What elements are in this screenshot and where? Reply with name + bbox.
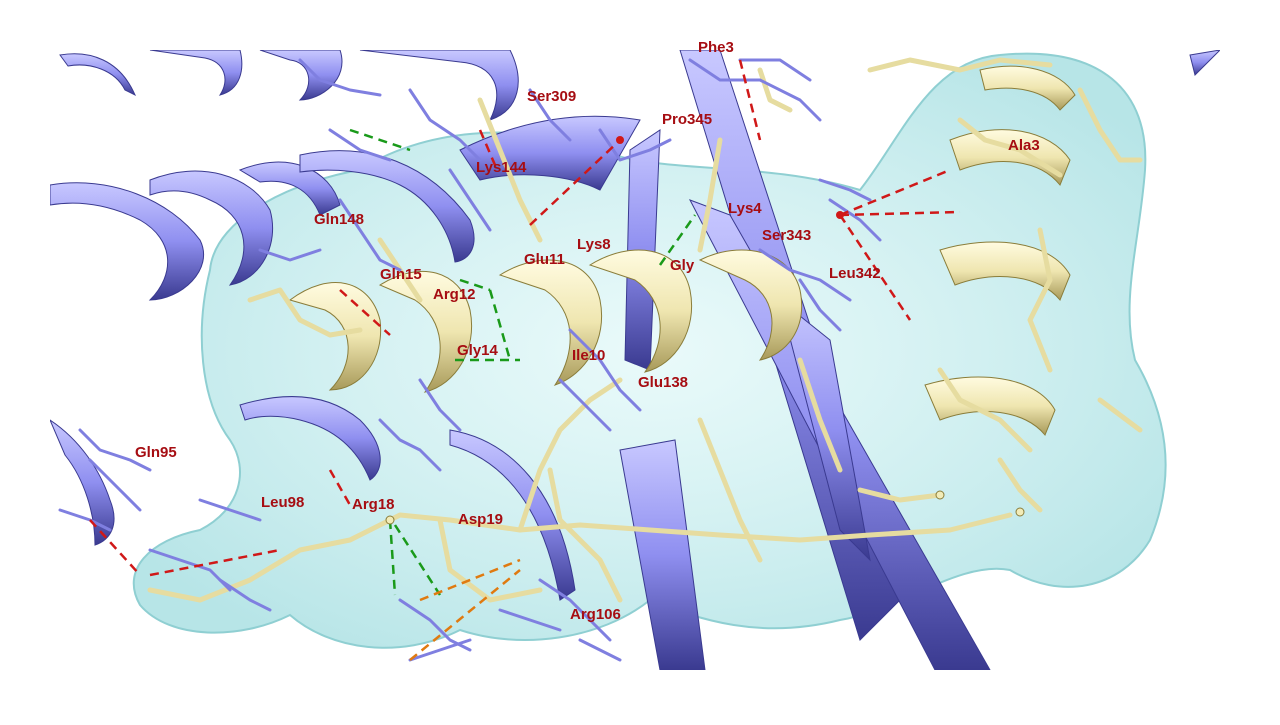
peptide-helix (288, 249, 802, 393)
interaction-lines (89, 59, 961, 661)
residue-label-gln15: Gln15 (380, 266, 422, 283)
residue-label-gly: Gly (670, 257, 695, 274)
residue-label-pro345: Pro345 (662, 111, 713, 128)
residue-label-asp19: Asp19 (458, 511, 504, 528)
protein-helices (50, 50, 519, 546)
residue-label-lys4: Lys4 (728, 200, 762, 217)
residue-label-ser309: Ser309 (527, 88, 577, 105)
residue-label-gln95: Gln95 (135, 444, 177, 461)
residue-label-ser343: Ser343 (762, 227, 812, 244)
peptide-helix-right (924, 65, 1076, 436)
residue-label-lys8: Lys8 (577, 236, 611, 253)
residue-label-arg18: Arg18 (352, 496, 395, 513)
residue-label-gly14: Gly14 (457, 342, 498, 359)
residue-label-glu138: Glu138 (638, 374, 689, 391)
residue-label-glu11: Glu11 (524, 251, 565, 268)
protein-sticks (58, 58, 882, 662)
scene-clip (50, 50, 1220, 670)
residue-label-arg12: Arg12 (433, 286, 476, 303)
residue-label-arg106: Arg106 (570, 606, 621, 623)
residue-label-phe: Phe3 (698, 39, 734, 56)
residue-label-ala: Ala3 (1008, 137, 1040, 154)
residue-label-gln148: Gln148 (314, 211, 365, 228)
residue-label-ile10: Ile10 (572, 347, 606, 364)
atom-markers (385, 136, 1025, 525)
residue-label-lys144: Lys144 (476, 159, 527, 176)
residue-label-leu342: Leu342 (829, 265, 881, 282)
residue-label-leu98: Leu98 (261, 494, 305, 511)
